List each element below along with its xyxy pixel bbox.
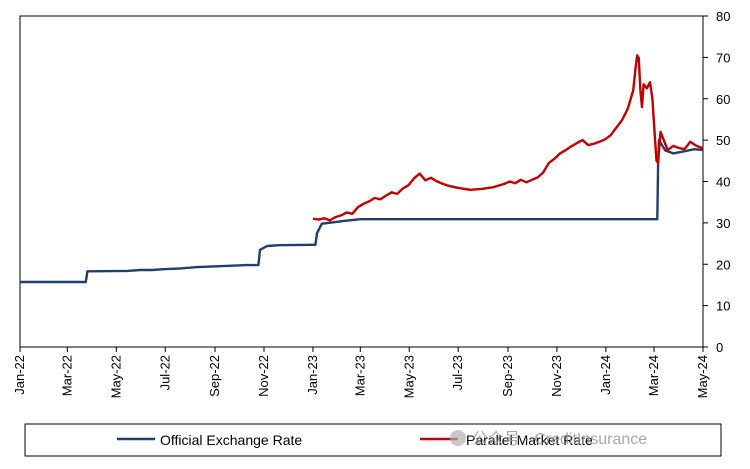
x-tick-label: Nov-23 — [549, 355, 564, 397]
x-tick-label: Jan-24 — [598, 355, 613, 395]
y-tick-label: 40 — [716, 175, 730, 190]
legend-label: Official Exchange Rate — [160, 432, 302, 448]
parallel-rate-line — [312, 54, 704, 222]
x-tick-label: Jul-23 — [450, 355, 465, 390]
x-tick-label: Jul-22 — [157, 355, 172, 390]
y-tick-label: 60 — [716, 92, 730, 107]
legend-label: Parallel Market Rate — [466, 432, 593, 448]
watermark-text: 公众号 · CreditInsurance — [472, 430, 647, 448]
y-tick-label: 10 — [716, 299, 730, 314]
watermark: 公众号 · CreditInsurance — [450, 430, 647, 448]
x-tick-label: Sep-23 — [500, 355, 515, 397]
plot-area — [19, 15, 704, 348]
x-tick-label: May-23 — [401, 355, 416, 398]
y-tick-label: 70 — [716, 50, 730, 65]
y-tick-label: 0 — [716, 340, 723, 355]
y-axis: 0 10 20 30 40 50 60 70 80 — [703, 9, 730, 355]
y-tick-label: 30 — [716, 216, 730, 231]
x-tick-label: Sep-22 — [207, 355, 222, 397]
x-tick-label: Nov-22 — [256, 355, 271, 397]
x-tick-label: May-24 — [695, 355, 710, 398]
x-tick-label: Jan-23 — [305, 355, 320, 395]
plot-border — [19, 15, 704, 348]
x-tick-label: Mar-22 — [59, 355, 74, 396]
x-tick-label: Mar-23 — [352, 355, 367, 396]
series-layer — [20, 54, 704, 284]
y-tick-label: 50 — [716, 133, 730, 148]
y-tick-label: 20 — [716, 257, 730, 272]
y-tick-label: 80 — [716, 9, 730, 24]
x-tick-label: Mar-24 — [646, 355, 661, 396]
watermark-logo-icon — [450, 430, 466, 446]
x-tick-label: Jan-22 — [12, 355, 27, 395]
x-axis: Jan-22 Mar-22 May-22 Jul-22 Sep-22 Nov-22 Jan-… — [12, 347, 710, 398]
legend: Official Exchange Rate Parallel Market Ra… — [24, 423, 722, 457]
x-tick-label: May-22 — [108, 355, 123, 398]
